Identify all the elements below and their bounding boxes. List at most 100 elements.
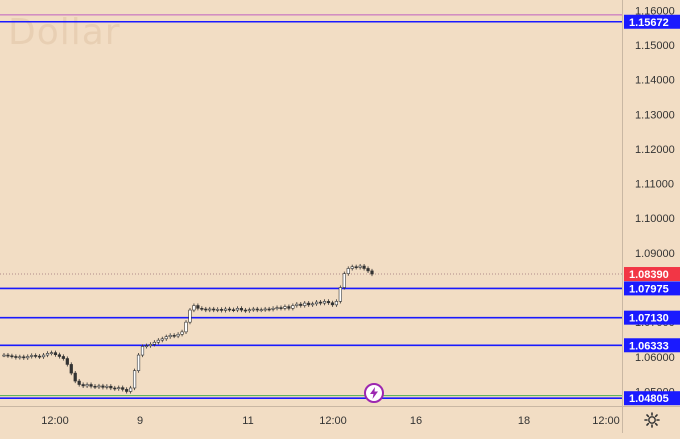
- candle-body: [322, 301, 327, 304]
- candle: [188, 307, 192, 325]
- candle-body: [172, 335, 176, 337]
- candle-body: [251, 308, 255, 311]
- price-scale[interactable]: 1.16000 1.15000 1.14000 1.13000 1.12000 1.110…: [622, 0, 680, 406]
- candle-body: [259, 309, 263, 311]
- candle-body: [255, 308, 259, 311]
- candle: [251, 306, 255, 312]
- candle: [366, 266, 370, 273]
- time-scale[interactable]: 12:00 9 11 12:00 16 18 12:00: [0, 406, 622, 434]
- candle: [291, 303, 295, 311]
- candle: [132, 368, 137, 391]
- candle: [354, 264, 358, 270]
- price-plot[interactable]: [0, 0, 622, 406]
- candle: [330, 300, 335, 307]
- candle: [49, 350, 54, 356]
- candle-body: [239, 308, 244, 311]
- candle-body: [113, 387, 117, 390]
- candle: [287, 304, 291, 311]
- candle-body: [89, 384, 93, 387]
- candle-body: [267, 308, 271, 311]
- level-label: 1.07975: [629, 283, 669, 295]
- candle-body: [346, 268, 350, 274]
- chart-settings-button[interactable]: [622, 406, 680, 433]
- price-tick-label: 1.10000: [635, 213, 675, 225]
- candle-body: [299, 303, 303, 306]
- candle: [184, 320, 188, 334]
- candle-body: [45, 353, 50, 356]
- candle: [247, 307, 251, 313]
- candle-body: [105, 385, 109, 388]
- time-tick-label: 12:00: [319, 415, 347, 427]
- candle-body: [192, 305, 196, 311]
- candle: [105, 384, 109, 390]
- candle: [109, 384, 113, 391]
- time-tick-label: 18: [518, 415, 530, 427]
- candle: [295, 302, 299, 308]
- candle: [18, 354, 22, 360]
- candle-body: [303, 302, 307, 306]
- candle: [73, 371, 77, 384]
- candle-body: [291, 305, 295, 309]
- candle-body: [220, 309, 224, 311]
- candle: [220, 307, 224, 313]
- symbol-watermark: Dollar: [8, 12, 121, 53]
- candle-body: [136, 354, 141, 371]
- candle-body: [148, 344, 153, 347]
- candle: [156, 338, 160, 345]
- candle: [318, 299, 323, 306]
- candle-body: [311, 303, 315, 306]
- candle: [101, 383, 105, 390]
- candle: [125, 387, 129, 394]
- candle: [121, 385, 125, 392]
- candle: [283, 304, 287, 311]
- candle-body: [81, 384, 85, 387]
- candle-body: [271, 308, 275, 310]
- candle-body: [129, 387, 133, 392]
- candle: [117, 385, 121, 391]
- candle: [129, 385, 133, 394]
- level-label: 1.15672: [629, 17, 669, 29]
- candle: [346, 266, 350, 276]
- time-tick-label: 12:00: [592, 415, 620, 427]
- candle: [97, 383, 101, 390]
- candle-body: [223, 308, 228, 311]
- candle-body: [49, 352, 54, 354]
- candle-body: [101, 385, 105, 388]
- candle: [204, 306, 208, 313]
- candle-body: [140, 346, 145, 356]
- candle-body: [338, 287, 342, 302]
- candle-body: [144, 345, 149, 348]
- candle-body: [350, 266, 354, 269]
- time-tick-label: 9: [137, 415, 143, 427]
- candle: [22, 354, 26, 360]
- candle: [180, 329, 184, 337]
- candle-body: [208, 308, 212, 311]
- candle: [267, 306, 271, 312]
- candle: [2, 352, 6, 358]
- time-axis: 12:00 9 11 12:00 16 18 12:00: [41, 415, 620, 427]
- candle: [208, 306, 212, 313]
- candle-body: [152, 341, 156, 345]
- lightning-button[interactable]: [364, 383, 384, 403]
- candle: [227, 306, 232, 312]
- candle-body: [34, 355, 38, 357]
- candle: [200, 306, 204, 312]
- candle: [342, 271, 346, 290]
- candle-body: [366, 268, 370, 272]
- candle-body: [14, 356, 18, 358]
- candle-body: [164, 336, 168, 340]
- candle: [259, 307, 263, 313]
- candle-body: [65, 358, 69, 365]
- candle: [299, 302, 303, 308]
- candle-body: [121, 387, 125, 390]
- candle-body: [26, 356, 30, 359]
- candle-body: [53, 352, 58, 356]
- candle: [65, 356, 69, 367]
- candle: [231, 307, 236, 313]
- candle-body: [275, 307, 279, 309]
- candle: [144, 343, 149, 349]
- candle-body: [57, 354, 61, 357]
- candle-body: [326, 301, 331, 304]
- candle-body: [295, 303, 299, 306]
